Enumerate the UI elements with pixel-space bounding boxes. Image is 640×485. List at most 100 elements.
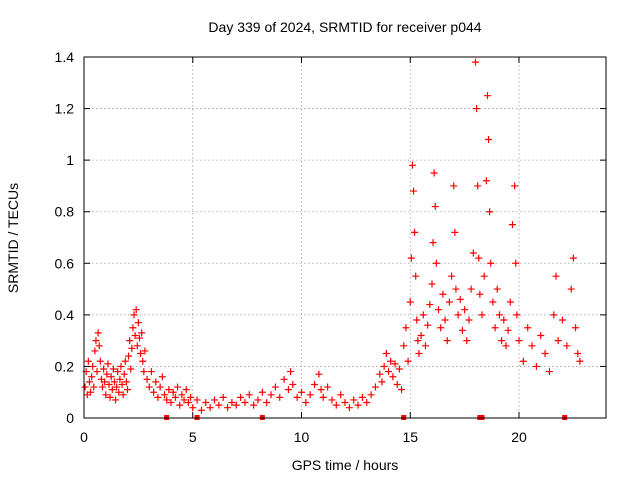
data-point bbox=[120, 370, 128, 378]
data-point bbox=[224, 404, 232, 412]
data-point bbox=[182, 386, 190, 394]
y-tick-label: 0.4 bbox=[55, 307, 75, 323]
data-point bbox=[506, 298, 514, 306]
data-point bbox=[133, 342, 141, 350]
data-point bbox=[95, 342, 103, 350]
data-point bbox=[485, 136, 493, 144]
data-point bbox=[382, 350, 390, 358]
data-point bbox=[126, 337, 134, 345]
data-point bbox=[263, 399, 271, 407]
data-point bbox=[306, 391, 314, 399]
data-point bbox=[139, 357, 147, 365]
data-point bbox=[105, 380, 113, 388]
data-point bbox=[215, 401, 223, 409]
data-point bbox=[410, 187, 418, 195]
data-point bbox=[90, 383, 98, 391]
data-point bbox=[184, 399, 192, 407]
data-point bbox=[280, 375, 288, 383]
y-tick-label: 0.6 bbox=[55, 255, 75, 271]
data-point bbox=[131, 331, 139, 339]
x-tick-label: 20 bbox=[511, 429, 527, 445]
data-point bbox=[147, 368, 155, 376]
data-point bbox=[504, 326, 512, 334]
data-point bbox=[237, 393, 245, 401]
data-point bbox=[563, 342, 571, 350]
data-point bbox=[284, 386, 292, 394]
data-point bbox=[245, 391, 253, 399]
data-point bbox=[452, 285, 460, 293]
data-point bbox=[412, 272, 420, 280]
data-point bbox=[495, 311, 503, 319]
data-point bbox=[445, 298, 453, 306]
data-point bbox=[552, 272, 560, 280]
data-point bbox=[432, 259, 440, 267]
data-point bbox=[125, 352, 133, 360]
data-point bbox=[424, 321, 432, 329]
data-point bbox=[487, 259, 495, 267]
data-point bbox=[114, 368, 122, 376]
data-point bbox=[174, 383, 182, 391]
data-point bbox=[482, 177, 490, 185]
data-point bbox=[567, 285, 575, 293]
chart-title: Day 339 of 2024, SRMTID for receiver p04… bbox=[208, 19, 481, 35]
data-point bbox=[106, 393, 114, 401]
data-point bbox=[88, 373, 96, 381]
data-point bbox=[143, 375, 151, 383]
data-point bbox=[94, 329, 102, 337]
x-tick-label: 10 bbox=[294, 429, 310, 445]
data-point bbox=[469, 249, 477, 257]
data-point bbox=[478, 311, 486, 319]
x-tick-label: 15 bbox=[402, 429, 418, 445]
data-point bbox=[128, 344, 136, 352]
data-point bbox=[431, 203, 439, 211]
data-point bbox=[415, 350, 423, 358]
data-point bbox=[134, 319, 142, 327]
data-point bbox=[493, 285, 501, 293]
data-point bbox=[254, 396, 262, 404]
data-point bbox=[376, 370, 384, 378]
data-point bbox=[160, 391, 168, 399]
data-point bbox=[532, 362, 540, 370]
data-point bbox=[197, 406, 205, 414]
data-point bbox=[537, 331, 545, 339]
data-point bbox=[413, 316, 421, 324]
data-point bbox=[430, 169, 438, 177]
x-tick-label: 0 bbox=[80, 429, 88, 445]
x-axis-label: GPS time / hours bbox=[292, 457, 399, 473]
data-point bbox=[89, 362, 97, 370]
data-point bbox=[480, 272, 488, 280]
data-point bbox=[319, 393, 327, 401]
data-point bbox=[421, 342, 429, 350]
data-point bbox=[400, 342, 408, 350]
data-point bbox=[124, 386, 131, 394]
data-point bbox=[569, 254, 577, 262]
data-point bbox=[130, 311, 138, 319]
data-point bbox=[108, 386, 116, 394]
x-tick-label: 5 bbox=[189, 429, 197, 445]
data-point bbox=[93, 368, 101, 376]
data-point bbox=[298, 388, 305, 396]
data-point bbox=[435, 306, 443, 314]
data-point bbox=[476, 290, 484, 298]
data-point bbox=[156, 383, 164, 391]
data-point bbox=[232, 401, 240, 409]
data-point bbox=[337, 391, 345, 399]
data-point bbox=[545, 368, 553, 376]
data-point bbox=[454, 311, 462, 319]
data-point bbox=[137, 350, 145, 358]
data-point bbox=[363, 399, 371, 407]
data-point bbox=[541, 350, 549, 358]
data-point bbox=[411, 228, 419, 236]
data-point bbox=[109, 365, 117, 373]
data-point bbox=[508, 221, 516, 229]
data-point bbox=[121, 357, 129, 365]
data-point bbox=[465, 316, 473, 324]
data-point bbox=[500, 316, 508, 324]
data-point bbox=[87, 388, 95, 396]
data-point bbox=[483, 92, 491, 100]
data-point bbox=[96, 357, 104, 365]
data-point bbox=[414, 337, 422, 345]
data-point bbox=[141, 347, 149, 355]
data-point bbox=[180, 396, 188, 404]
data-point bbox=[443, 337, 451, 345]
